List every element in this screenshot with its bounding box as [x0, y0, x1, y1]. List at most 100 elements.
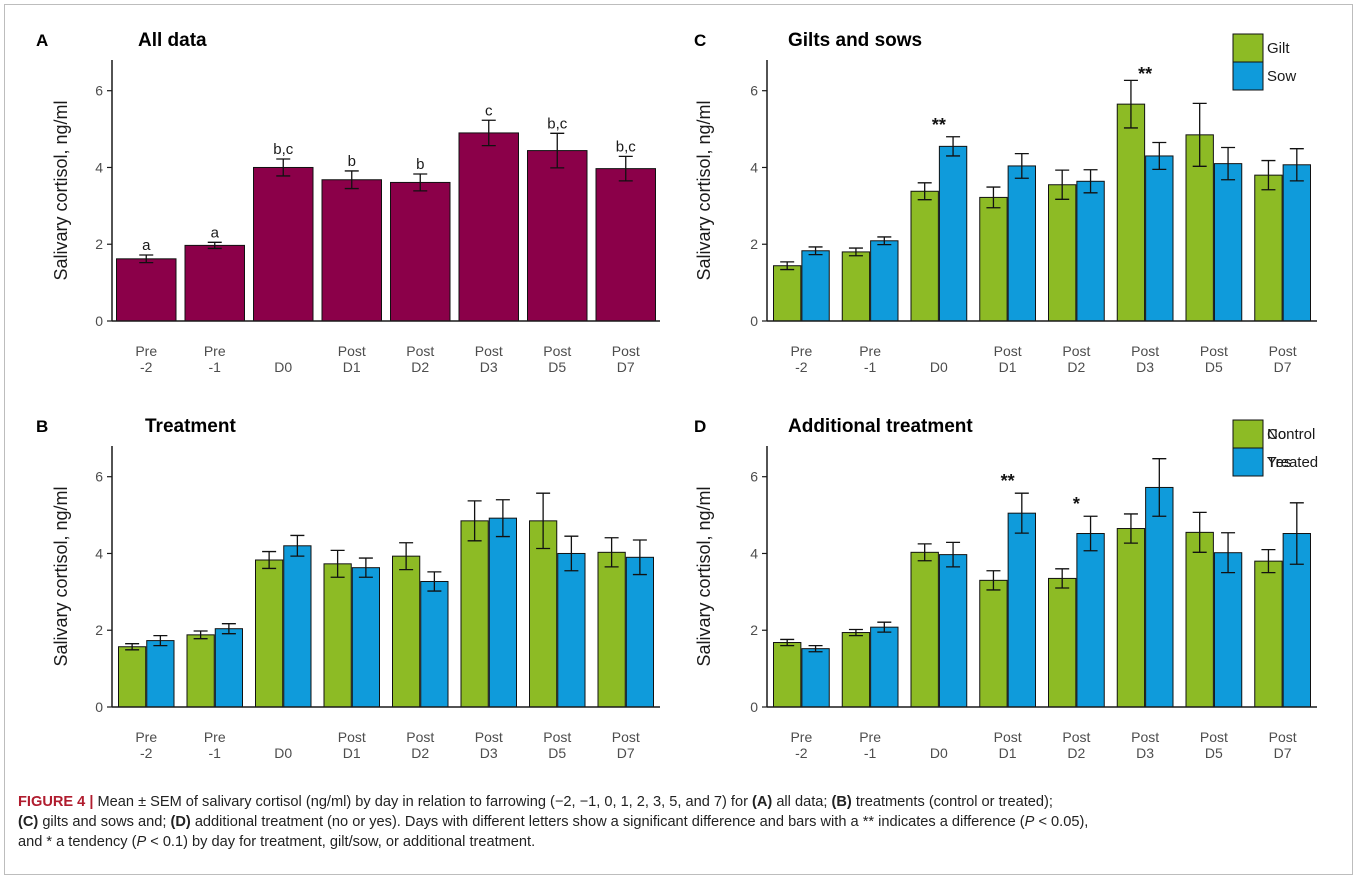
- bar: [460, 520, 489, 708]
- x-tick-label: Pre: [790, 729, 812, 745]
- error-bar: [1083, 515, 1098, 552]
- bar: [1254, 174, 1283, 322]
- caption-line3-text: and * a tendency (: [18, 834, 137, 850]
- legend-swatch: [1232, 447, 1264, 477]
- bar: [527, 150, 588, 322]
- bar: [118, 646, 147, 708]
- error-bar: [1014, 492, 1029, 534]
- legend-label: Sow: [1267, 68, 1296, 85]
- x-tick-label: D1: [343, 359, 361, 375]
- x-tick-label: Post: [1200, 729, 1228, 745]
- error-bar: [1055, 568, 1070, 589]
- caption-line2-d-text: additional treatment (no or yes). Days w…: [190, 814, 1025, 830]
- bar: [255, 559, 284, 708]
- error-bar: [1261, 159, 1276, 191]
- error-bar: [564, 535, 579, 572]
- significance-mark: **: [932, 115, 946, 135]
- error-bar: [262, 550, 277, 570]
- caption-p-symbol-1: P: [1024, 814, 1035, 830]
- error-bar: [848, 628, 863, 637]
- bar: [321, 179, 382, 322]
- error-bar: [467, 500, 482, 542]
- error-bar: [139, 254, 154, 264]
- y-axis-label: Salivary cortisol, ng/ml: [51, 100, 71, 280]
- bar: [938, 554, 968, 708]
- error-bar: [618, 155, 633, 182]
- y-tick-label: 2: [95, 622, 103, 638]
- bar: [1185, 531, 1214, 708]
- error-bar: [946, 541, 961, 568]
- error-bar: [495, 499, 510, 538]
- bar: [1007, 512, 1036, 708]
- figure-frame: [4, 4, 1353, 875]
- x-tick-label: Post: [1131, 729, 1159, 745]
- error-bar: [1014, 153, 1029, 179]
- x-tick-label: -2: [140, 359, 153, 375]
- x-tick-label: Post: [1131, 343, 1159, 359]
- bar: [841, 251, 871, 322]
- error-bar: [1192, 102, 1207, 167]
- bar: [801, 648, 830, 708]
- bar: [1048, 184, 1077, 322]
- legend-swatch: [1232, 33, 1264, 63]
- bar: [392, 555, 421, 708]
- x-tick-label: Post: [338, 729, 366, 745]
- legend-label: Gilt: [1267, 40, 1290, 57]
- error-bar: [877, 621, 892, 633]
- x-tick-label: D3: [1136, 359, 1154, 375]
- error-bar: [917, 182, 932, 201]
- x-tick-label: D0: [274, 745, 292, 761]
- x-tick-label: Pre: [790, 343, 812, 359]
- error-bar: [808, 644, 823, 653]
- bar-label: b,c: [547, 115, 568, 132]
- x-tick-label: Pre: [135, 729, 157, 745]
- x-tick-label: Post: [1200, 343, 1228, 359]
- bar: [1213, 552, 1243, 708]
- legend: No Yes: [1232, 419, 1291, 477]
- error-bar: [632, 539, 647, 576]
- x-tick-label: Post: [406, 729, 434, 745]
- error-bar: [207, 241, 222, 250]
- bar: [1213, 163, 1243, 322]
- error-bar: [1055, 169, 1070, 200]
- error-bar: [427, 571, 442, 592]
- error-bar: [877, 236, 892, 246]
- x-tick-label: Pre: [204, 729, 226, 745]
- y-tick-label: 4: [750, 159, 758, 175]
- bar: [1007, 165, 1036, 322]
- significance-mark: **: [1138, 64, 1152, 84]
- error-bar: [1123, 513, 1138, 544]
- bar: [283, 545, 312, 708]
- caption-p1-text: < 0.05),: [1034, 814, 1089, 830]
- bar: [870, 240, 899, 322]
- y-axis-label: Salivary cortisol, ng/ml: [51, 486, 71, 666]
- error-bar: [1152, 141, 1167, 171]
- error-bar: [481, 119, 496, 147]
- panel-title: Additional treatment: [788, 416, 973, 437]
- x-tick-label: Post: [1062, 343, 1090, 359]
- caption-ref-b: (B): [831, 794, 852, 810]
- error-bar: [1152, 458, 1167, 517]
- error-bar: [1289, 148, 1304, 182]
- error-bar: [153, 634, 168, 647]
- error-bar: [986, 186, 1001, 209]
- figure-caption: FIGURE 4 | Mean ± SEM of salivary cortis…: [18, 792, 1338, 852]
- caption-ref-a: (A): [752, 794, 773, 810]
- x-tick-label: D7: [617, 359, 635, 375]
- bar: [1076, 533, 1105, 708]
- x-tick-label: -1: [864, 745, 877, 761]
- x-tick-label: Post: [1062, 729, 1090, 745]
- x-tick-label: Post: [338, 343, 366, 359]
- x-tick-label: D1: [343, 745, 361, 761]
- y-tick-label: 0: [750, 699, 758, 715]
- bar: [1076, 180, 1105, 322]
- x-tick-label: D1: [999, 745, 1017, 761]
- error-bar: [848, 247, 863, 257]
- x-tick-label: Pre: [859, 729, 881, 745]
- x-tick-label: D7: [617, 745, 635, 761]
- x-tick-label: -2: [140, 745, 153, 761]
- x-tick-label: Post: [543, 729, 571, 745]
- bar-label: b,c: [616, 138, 637, 155]
- x-tick-label: Pre: [135, 343, 157, 359]
- bar: [979, 196, 1008, 322]
